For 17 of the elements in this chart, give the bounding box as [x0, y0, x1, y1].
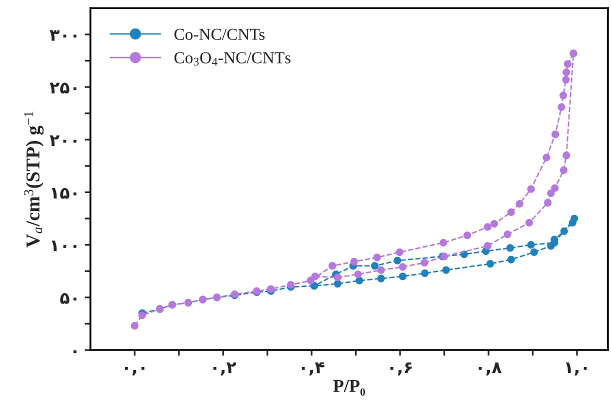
x-axis-title: P/P₀: [333, 380, 366, 396]
legend-label: Co-NC/CNTs: [174, 28, 265, 40]
y-tick-label: ۵۰: [60, 293, 76, 304]
x-tick-label: ۰,۴: [302, 362, 324, 376]
x-tick-label: ۰,۸: [478, 362, 502, 376]
x-tick-label: ۱,۰: [566, 362, 587, 376]
y-tick-label: ۰: [73, 350, 76, 354]
y-tick-label: ۱۰۰: [52, 240, 76, 252]
y-tick-label: ۳۰۰: [50, 30, 76, 41]
x-tick-label: ۰,۶: [390, 362, 412, 376]
x-tick-label: ۰,۲: [213, 362, 236, 376]
legend-label: Co$_{3}$O$_{4}$-NC/CNTs: [174, 52, 290, 66]
y-tick-label: ۲۰۰: [50, 135, 76, 146]
x-tick-label: ۰,۰: [124, 366, 144, 376]
y-axis-title: V$_{a}$/cm$^{3}$(STP) g$^{−1}$: [24, 112, 44, 248]
y-tick-label: ۲۵۰: [50, 82, 76, 94]
y-tick-label: ۱۵۰: [52, 188, 76, 199]
